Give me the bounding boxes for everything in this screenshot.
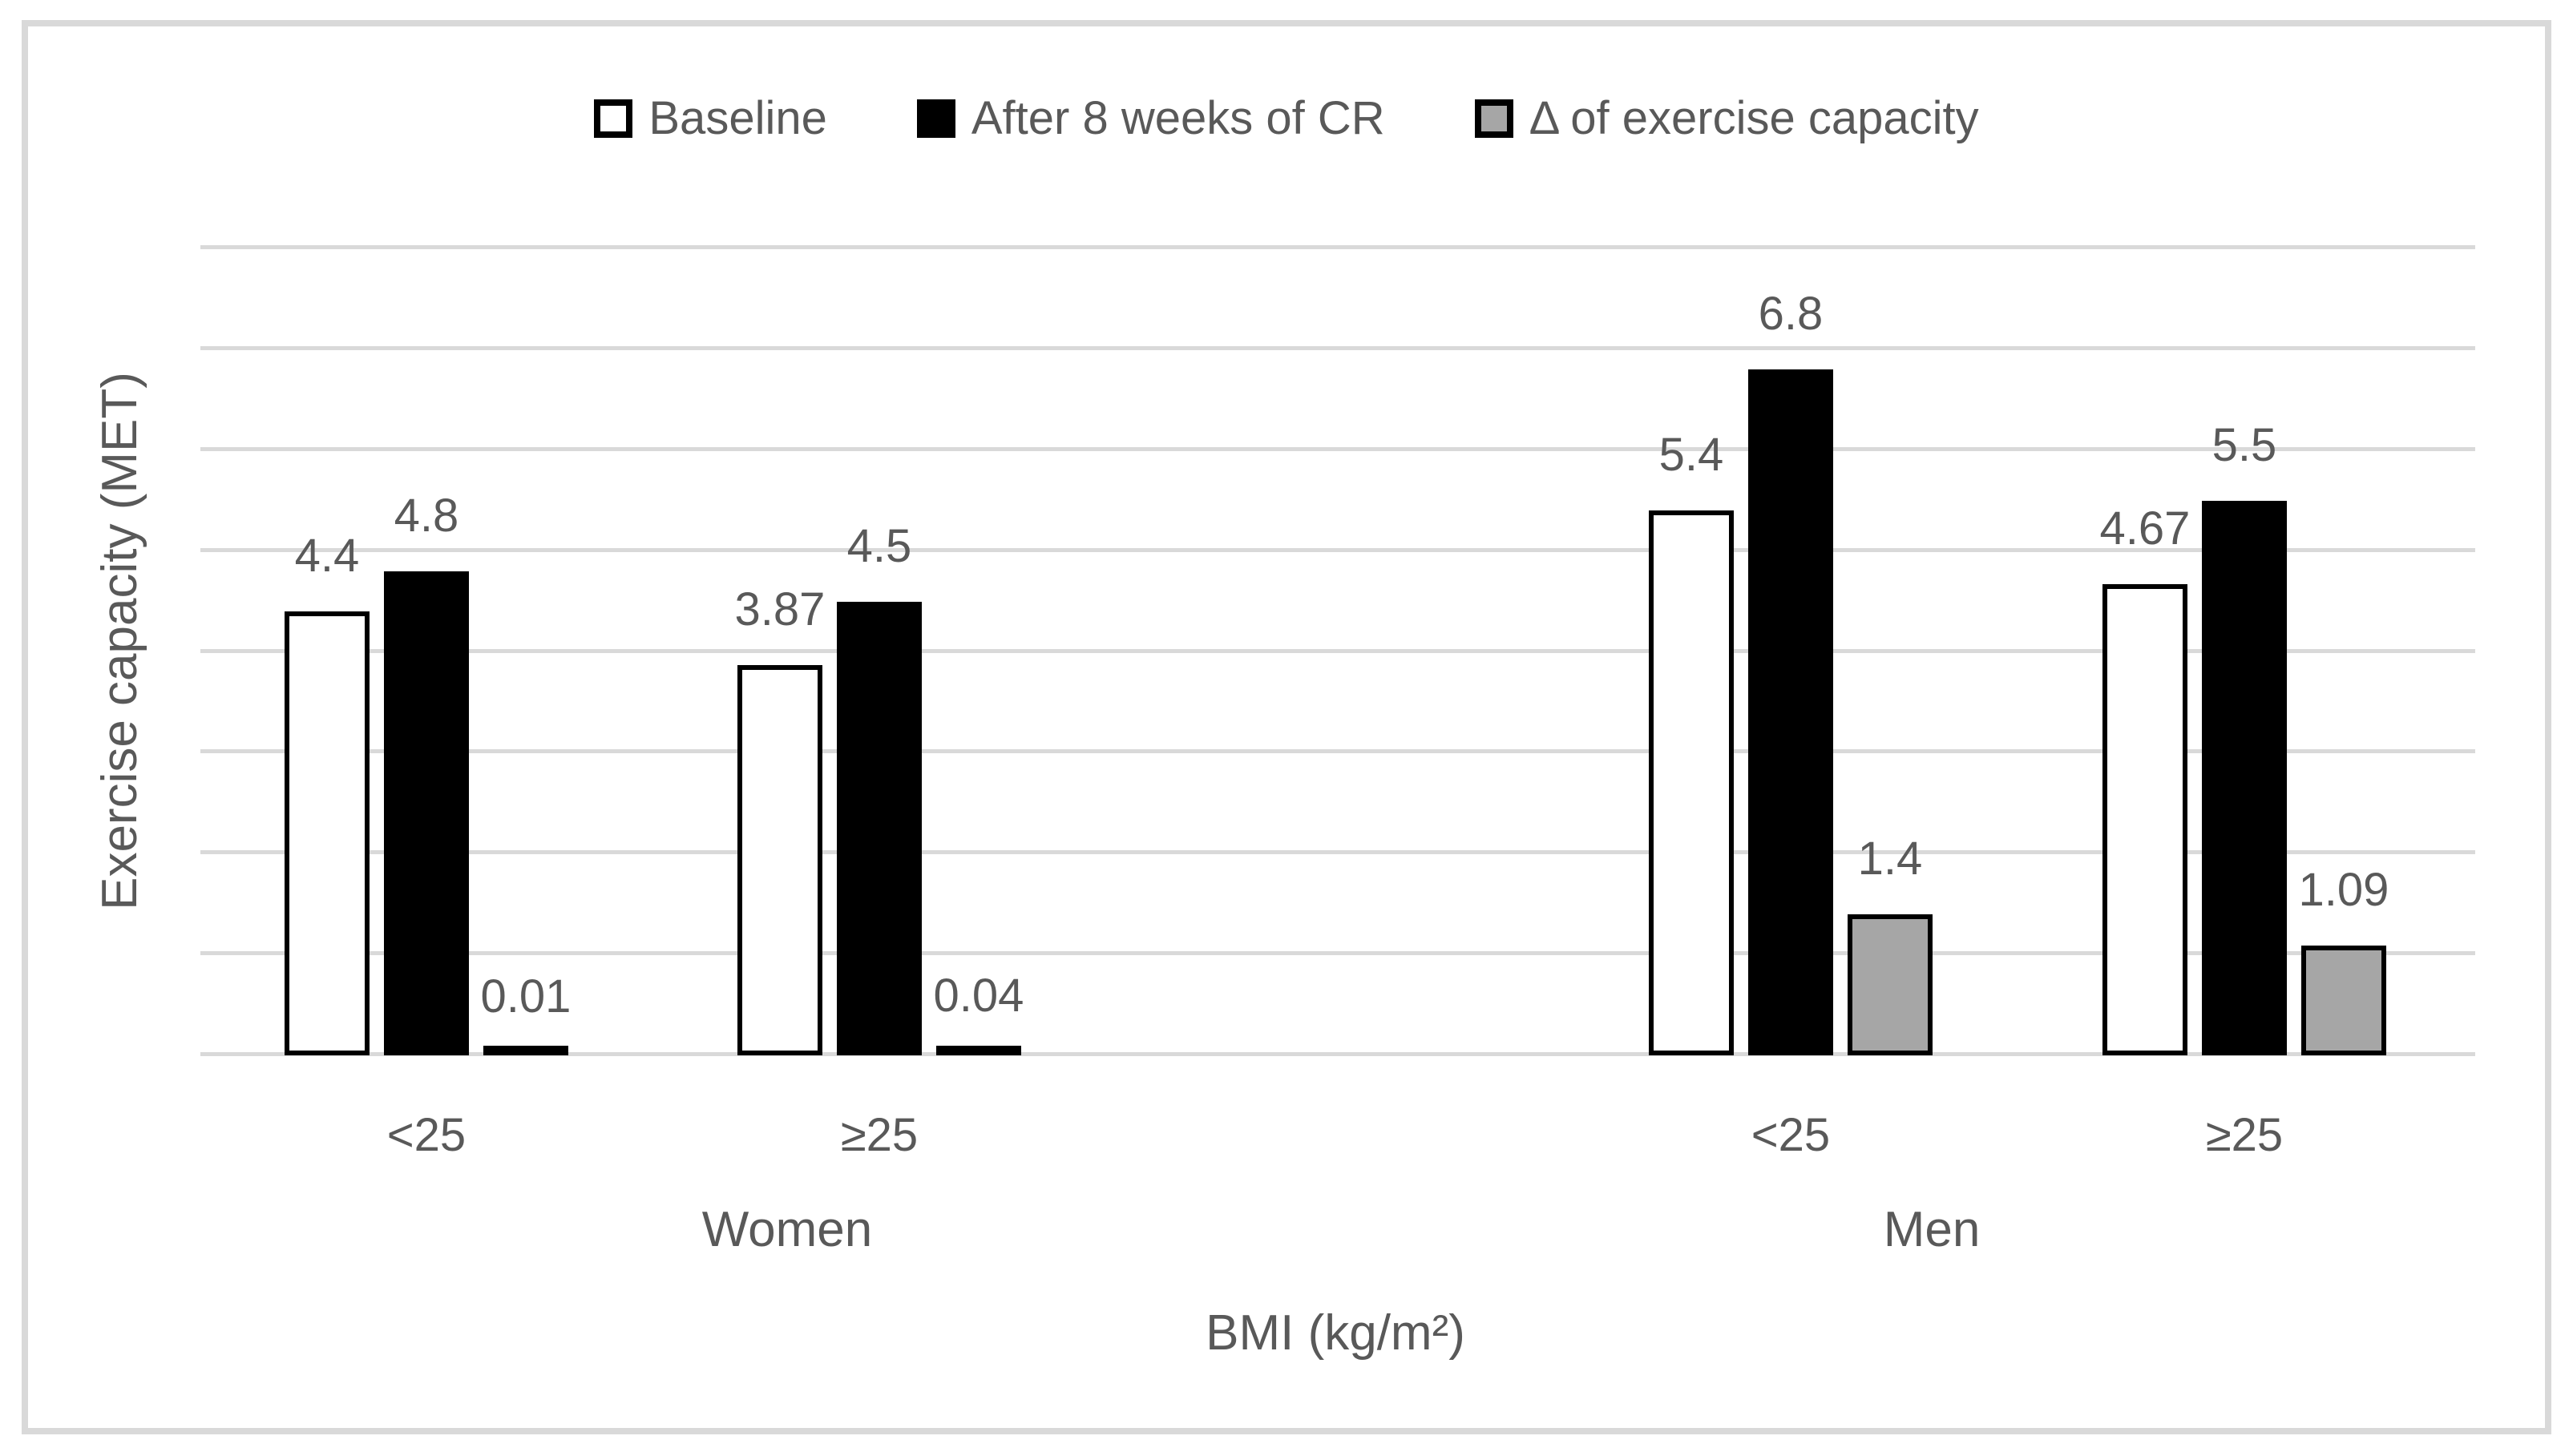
y-axis-title: Exercise capacity (MET) xyxy=(92,372,147,910)
bar-baseline-women-25 xyxy=(285,611,370,1055)
bar-value-label: 1.09 xyxy=(2298,864,2389,916)
bar-of-exercise-capacity-women-25 xyxy=(483,1046,568,1055)
bar-of-exercise-capacity-men-25 xyxy=(1848,914,1933,1055)
gridline xyxy=(200,547,2475,552)
bar-value-label: 4.8 xyxy=(394,490,459,542)
bar-value-label: 4.5 xyxy=(846,520,912,572)
bar-baseline-women-25 xyxy=(737,665,822,1055)
x-tick-label-men-25: ≥25 xyxy=(2205,1109,2284,1161)
legend-label: Baseline xyxy=(648,92,827,144)
legend-item-after-8-weeks-of-cr: After 8 weeks of CR xyxy=(916,92,1385,144)
x-group-label-women: Women xyxy=(701,1202,873,1257)
bar-value-label: 5.4 xyxy=(1658,429,1724,481)
legend-swatch-baseline-icon xyxy=(594,99,633,138)
gridline xyxy=(200,345,2475,350)
bar-value-label: 0.04 xyxy=(933,970,1024,1022)
gridline xyxy=(200,749,2475,754)
chart-border-frame xyxy=(22,20,2551,1434)
gridline xyxy=(200,446,2475,451)
bar-after-8-weeks-of-cr-women-25 xyxy=(837,602,922,1055)
bar-after-8-weeks-of-cr-men-25 xyxy=(1748,369,1833,1055)
gridline xyxy=(200,648,2475,653)
bar-value-label: 6.8 xyxy=(1758,288,1824,340)
bar-value-label: 4.67 xyxy=(2099,502,2191,555)
x-tick-label-men-25: <25 xyxy=(1751,1109,1831,1161)
x-axis-title: BMI (kg/m²) xyxy=(1206,1305,1465,1361)
bar-of-exercise-capacity-men-25 xyxy=(2301,946,2386,1055)
bar-baseline-men-25 xyxy=(1649,510,1734,1055)
legend-item-baseline: Baseline xyxy=(594,92,827,144)
bar-baseline-men-25 xyxy=(2102,584,2187,1055)
legend-label: Δ of exercise capacity xyxy=(1529,92,1979,144)
x-axis-line xyxy=(200,1052,2475,1056)
bar-value-label: 4.4 xyxy=(294,530,360,582)
legend-label: After 8 weeks of CR xyxy=(971,92,1385,144)
bar-value-label: 5.5 xyxy=(2211,419,2277,471)
legend-swatch-after-8-weeks-of-cr-icon xyxy=(916,99,955,138)
x-tick-label-women-25: <25 xyxy=(386,1109,467,1161)
x-group-label-men: Men xyxy=(1883,1202,1981,1257)
legend: Baseline After 8 weeks of CR Δ of exercise… xyxy=(0,95,2573,142)
bar-of-exercise-capacity-women-25 xyxy=(936,1046,1021,1055)
bar-value-label: 1.4 xyxy=(1857,833,1923,885)
legend-swatch-of-exercise-capacity-icon xyxy=(1474,99,1513,138)
gridline xyxy=(200,245,2475,249)
legend-item-of-exercise-capacity: Δ of exercise capacity xyxy=(1474,92,1979,144)
bar-value-label: 3.87 xyxy=(734,583,826,635)
gridline xyxy=(200,850,2475,855)
gridline xyxy=(200,951,2475,956)
bar-after-8-weeks-of-cr-women-25 xyxy=(384,571,469,1055)
bar-value-label: 0.01 xyxy=(480,970,572,1022)
x-tick-label-women-25: ≥25 xyxy=(840,1109,919,1161)
bar-after-8-weeks-of-cr-men-25 xyxy=(2202,501,2287,1055)
